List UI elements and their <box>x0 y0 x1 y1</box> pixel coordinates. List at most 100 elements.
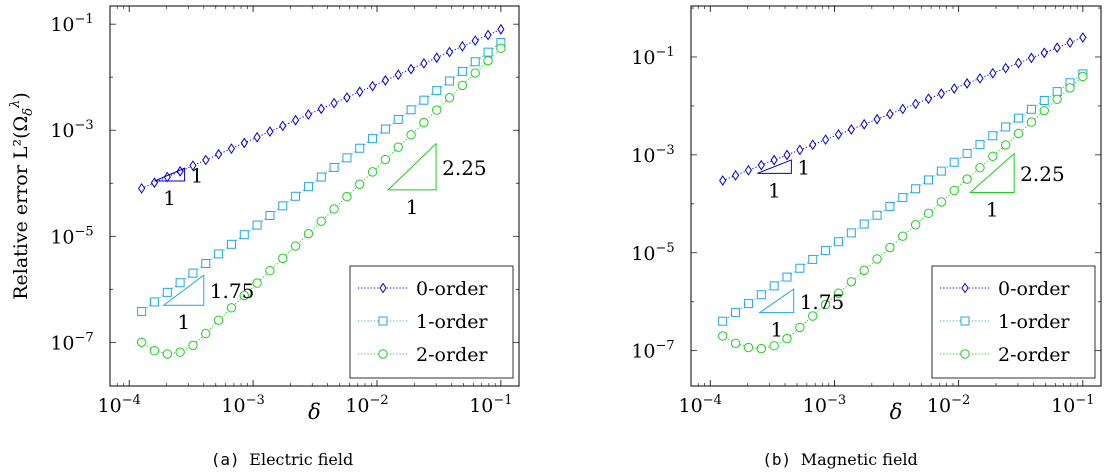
data-point-2-order <box>278 253 288 264</box>
legend-marker <box>378 316 388 326</box>
data-point-2-order <box>162 349 172 359</box>
legend-label: 1-order <box>416 311 488 333</box>
slope-label: 1.75 <box>210 279 255 303</box>
data-point-1-order <box>718 316 728 326</box>
data-point-2-order <box>872 254 882 264</box>
data-point-2-order <box>419 117 429 128</box>
data-point-1-order <box>137 307 147 317</box>
data-point-1-order <box>1052 87 1062 97</box>
data-point-1-order <box>291 191 301 201</box>
data-point-2-order <box>432 105 442 115</box>
run-label: 1 <box>770 318 783 342</box>
data-point-1-order <box>872 210 882 220</box>
data-point-2-order <box>782 333 792 344</box>
data-point-2-order <box>910 220 921 230</box>
y-tick-label: 10−5 <box>631 241 674 265</box>
data-point-0-order <box>809 139 817 151</box>
caption: (a) Electric field <box>211 450 354 469</box>
series-line-2-order <box>722 76 1084 350</box>
data-point-1-order <box>342 153 352 163</box>
data-point-1-order <box>743 299 753 309</box>
data-point-2-order <box>213 315 224 325</box>
data-point-0-order <box>834 129 843 140</box>
legend: 0-order 1-order 2-order <box>931 265 1096 379</box>
data-point-2-order <box>239 290 249 301</box>
run-label: 1 <box>406 195 419 219</box>
data-point-0-order <box>873 113 881 125</box>
data-point-0-order <box>484 29 492 41</box>
data-point-1-order <box>1001 122 1011 132</box>
data-point-0-order <box>719 175 727 186</box>
data-point-2-order <box>483 55 493 66</box>
x-tick-label: 10−2 <box>927 393 970 417</box>
data-point-2-order <box>201 328 211 339</box>
data-point-2-order <box>355 179 365 189</box>
legend-label: 0-order <box>998 278 1070 300</box>
data-point-2-order <box>252 278 262 288</box>
data-point-0-order <box>150 177 159 189</box>
y-tick-label: 10−5 <box>50 224 93 248</box>
run-label: 1 <box>163 186 176 210</box>
series-line-0-order <box>722 37 1084 181</box>
data-point-0-order <box>497 23 505 35</box>
data-point-1-order <box>1026 104 1036 114</box>
legend-marker <box>379 282 387 294</box>
data-point-0-order <box>407 63 415 75</box>
data-point-1-order <box>731 307 741 317</box>
data-point-2-order <box>470 68 480 78</box>
data-point-1-order <box>406 105 416 115</box>
data-point-0-order <box>202 154 210 166</box>
data-point-1-order <box>368 134 378 144</box>
data-point-0-order <box>770 154 778 166</box>
slope-triangle <box>154 167 186 182</box>
data-point-1-order <box>924 175 934 185</box>
data-point-2-order <box>226 303 237 313</box>
legend-box <box>349 265 514 379</box>
data-point-1-order <box>188 268 198 278</box>
data-point-2-order <box>1026 117 1037 127</box>
data-point-2-order <box>859 265 869 276</box>
data-point-1-order <box>756 290 766 300</box>
legend-marker <box>378 349 388 359</box>
slope-label: 2.25 <box>442 156 487 180</box>
data-point-1-order <box>936 166 946 176</box>
x-tick-label: 10−1 <box>1051 393 1094 417</box>
data-point-0-order <box>433 52 441 64</box>
data-point-2-order <box>342 191 352 202</box>
plot-frame <box>109 5 520 387</box>
data-point-2-order <box>936 197 947 207</box>
data-point-0-order <box>317 103 325 115</box>
data-point-1-order <box>445 76 455 86</box>
run-label: 1 <box>768 178 781 202</box>
data-point-1-order <box>329 162 339 172</box>
slope-triangle <box>968 152 1015 194</box>
data-point-0-order <box>330 97 338 109</box>
data-point-1-order <box>252 220 262 230</box>
data-point-2-order <box>808 311 818 321</box>
data-point-2-order <box>949 185 959 196</box>
data-point-0-order <box>860 118 868 130</box>
y-tick-label: 10−1 <box>631 45 674 69</box>
data-point-0-order <box>343 92 351 103</box>
slope-triangle <box>758 288 795 314</box>
y-tick-label: 10−1 <box>50 12 93 36</box>
data-point-0-order <box>1014 57 1023 69</box>
data-point-1-order <box>380 124 390 134</box>
x-tick-label: 10−4 <box>679 393 722 417</box>
data-point-2-order <box>457 80 468 91</box>
data-point-2-order <box>149 346 160 356</box>
data-point-2-order <box>444 93 455 103</box>
data-point-1-order <box>808 254 818 264</box>
data-point-1-order <box>265 210 275 220</box>
data-point-0-order <box>912 98 920 110</box>
data-point-0-order <box>989 67 997 79</box>
data-point-2-order <box>136 337 147 348</box>
slope-label: 2.25 <box>1020 162 1065 186</box>
slope-triangle <box>386 142 437 191</box>
data-point-1-order <box>782 272 792 282</box>
legend-marker <box>960 316 970 326</box>
data-point-0-order <box>394 69 402 81</box>
data-point-0-order <box>304 109 313 120</box>
slope-label: 1 <box>191 164 204 188</box>
data-point-1-order <box>1039 95 1049 105</box>
